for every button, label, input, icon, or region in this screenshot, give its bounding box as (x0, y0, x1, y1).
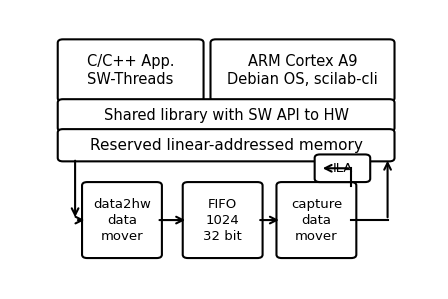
FancyBboxPatch shape (276, 182, 356, 258)
Text: capture
data
mover: capture data mover (291, 198, 342, 242)
FancyBboxPatch shape (82, 182, 162, 258)
FancyBboxPatch shape (314, 155, 370, 182)
Text: Reserved linear-addressed memory: Reserved linear-addressed memory (90, 138, 362, 153)
Text: ILA: ILA (332, 162, 353, 175)
Text: C/C++ App.
SW-Threads: C/C++ App. SW-Threads (87, 54, 174, 87)
Text: FIFO
1024
32 bit: FIFO 1024 32 bit (203, 198, 242, 242)
FancyBboxPatch shape (183, 182, 263, 258)
FancyBboxPatch shape (58, 39, 203, 101)
FancyBboxPatch shape (211, 39, 395, 101)
Text: ARM Cortex A9
Debian OS, scilab-cli: ARM Cortex A9 Debian OS, scilab-cli (227, 54, 378, 87)
FancyBboxPatch shape (58, 99, 395, 132)
Text: Shared library with SW API to HW: Shared library with SW API to HW (103, 108, 349, 123)
Text: data2hw
data
mover: data2hw data mover (93, 198, 151, 242)
FancyBboxPatch shape (58, 129, 395, 161)
